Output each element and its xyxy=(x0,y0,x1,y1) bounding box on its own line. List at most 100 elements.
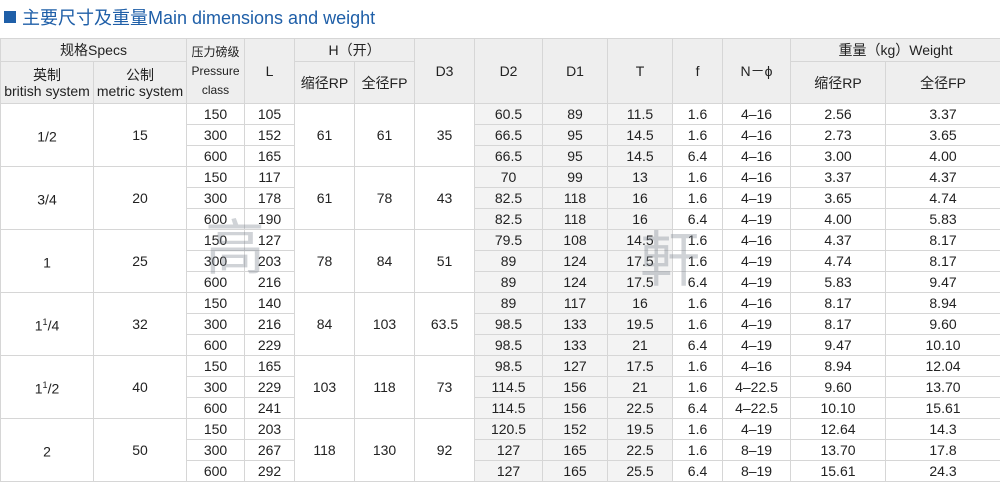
dim-L: 292 xyxy=(244,460,296,482)
dim-N: 4–19 xyxy=(722,187,792,209)
weight-rp: 4.00 xyxy=(790,208,887,230)
dim-T: 19.5 xyxy=(607,313,674,335)
dim-D1: 117 xyxy=(542,292,609,314)
dim-D2: 114.5 xyxy=(474,397,544,419)
dim-T: 22.5 xyxy=(607,397,674,419)
table-row: 3/4 20 150 117 61 78 43 70 99 13 1.6 4–16 3.37 4.37 xyxy=(0,166,1000,230)
weight-fp: 4.74 xyxy=(885,187,1000,209)
dim-f: 6.4 xyxy=(672,145,724,167)
dim-T: 17.5 xyxy=(607,250,674,272)
dim-N: 4–16 xyxy=(722,103,792,125)
table-row: 600 292 127 165 25.5 6.4 8–19 15.61 24.3 xyxy=(1,460,1000,482)
dim-H-rp: 84 xyxy=(294,292,356,356)
section-title-text: 主要尺寸及重量Main dimensions and weight xyxy=(22,8,376,28)
table-row: 2 50 150 203 118 130 92 120.5 152 19.5 1.6 4–19 12.6… xyxy=(0,418,1000,482)
dim-L: 229 xyxy=(244,334,296,356)
weight-fp: 8.17 xyxy=(885,229,1000,251)
dim-D1: 108 xyxy=(542,229,609,251)
dim-N: 4–22.5 xyxy=(722,397,792,419)
dim-T: 11.5 xyxy=(607,103,674,125)
table-row: 1 25 150 127 78 84 51 79.5 108 14.5 1.6 4–16 4.37 8.1… xyxy=(0,229,1000,293)
dim-D2: 98.5 xyxy=(474,313,544,335)
dim-D2: 66.5 xyxy=(474,145,544,167)
header-L: L xyxy=(244,38,296,104)
pressure-class: 150 xyxy=(186,103,246,125)
size-metric: 25 xyxy=(92,229,188,293)
table-row: 600 229 98.5 133 21 6.4 4–19 9.47 10.10 xyxy=(1,334,1000,356)
dim-T: 14.5 xyxy=(607,145,674,167)
dim-D2: 70 xyxy=(474,166,544,188)
weight-fp: 10.10 xyxy=(885,334,1000,356)
dim-T: 21 xyxy=(607,334,674,356)
dim-f: 1.6 xyxy=(672,250,724,272)
weight-fp: 8.94 xyxy=(885,292,1000,314)
header-weight: 重量（kg）Weight xyxy=(790,38,1000,62)
table-row: 300 216 98.5 133 19.5 1.6 4–19 8.17 9.60 xyxy=(1,313,1000,335)
weight-fp: 8.17 xyxy=(885,250,1000,272)
dim-f: 6.4 xyxy=(672,334,724,356)
weight-rp: 13.70 xyxy=(790,439,887,461)
dim-N: 4–22.5 xyxy=(722,376,792,398)
pressure-class: 150 xyxy=(186,166,246,188)
dim-H-rp: 118 xyxy=(294,418,356,482)
dim-L: 165 xyxy=(244,355,296,377)
dim-T: 22.5 xyxy=(607,439,674,461)
table-row: 600 165 66.5 95 14.5 6.4 4–16 3.00 4.00 xyxy=(1,145,1000,167)
dim-D1: 165 xyxy=(542,439,609,461)
size-metric: 32 xyxy=(92,292,188,356)
dim-T: 17.5 xyxy=(607,271,674,293)
dim-H-fp: 84 xyxy=(354,229,416,293)
dim-f: 6.4 xyxy=(672,271,724,293)
dim-L: 216 xyxy=(244,313,296,335)
weight-rp: 12.64 xyxy=(790,418,887,440)
pressure-class: 600 xyxy=(186,334,246,356)
dim-D2: 114.5 xyxy=(474,376,544,398)
dim-T: 25.5 xyxy=(607,460,674,482)
dim-N: 8–19 xyxy=(722,439,792,461)
dim-L: 229 xyxy=(244,376,296,398)
size-metric: 40 xyxy=(92,355,188,419)
dim-T: 14.5 xyxy=(607,229,674,251)
dim-H-fp: 103 xyxy=(354,292,416,356)
dim-N: 4–16 xyxy=(722,124,792,146)
weight-rp: 15.61 xyxy=(790,460,887,482)
pressure-class: 600 xyxy=(186,271,246,293)
weight-rp: 3.37 xyxy=(790,166,887,188)
dim-N: 4–19 xyxy=(722,250,792,272)
weight-rp: 3.00 xyxy=(790,145,887,167)
dim-H-rp: 103 xyxy=(294,355,356,419)
dim-T: 16 xyxy=(607,208,674,230)
dim-L: 267 xyxy=(244,439,296,461)
dim-L: 140 xyxy=(244,292,296,314)
weight-rp: 9.60 xyxy=(790,376,887,398)
weight-rp: 5.83 xyxy=(790,271,887,293)
dim-N: 4–16 xyxy=(722,292,792,314)
dim-D3: 43 xyxy=(414,166,476,230)
size-british: 11/4 xyxy=(0,292,94,356)
size-british: 1/2 xyxy=(0,103,94,167)
dimensions-table: 规格Specs 压力磅级 Pressure class L H（开） D3 D2… xyxy=(0,38,1000,482)
dim-L: 178 xyxy=(244,187,296,209)
header-weight-fp: 全径FP xyxy=(885,61,1000,104)
dim-f: 1.6 xyxy=(672,103,724,125)
dim-f: 1.6 xyxy=(672,376,724,398)
dim-L: 216 xyxy=(244,271,296,293)
dim-D1: 152 xyxy=(542,418,609,440)
dim-f: 6.4 xyxy=(672,397,724,419)
pressure-class: 600 xyxy=(186,208,246,230)
weight-fp: 13.70 xyxy=(885,376,1000,398)
dim-T: 14.5 xyxy=(607,124,674,146)
dim-f: 1.6 xyxy=(672,355,724,377)
dim-f: 1.6 xyxy=(672,418,724,440)
dim-L: 117 xyxy=(244,166,296,188)
pressure-class: 300 xyxy=(186,439,246,461)
dim-f: 1.6 xyxy=(672,439,724,461)
weight-rp: 2.56 xyxy=(790,103,887,125)
dim-D1: 95 xyxy=(542,145,609,167)
dim-D3: 73 xyxy=(414,355,476,419)
dim-D1: 118 xyxy=(542,187,609,209)
weight-rp: 4.37 xyxy=(790,229,887,251)
header-H: H（开） xyxy=(294,38,416,62)
dim-H-rp: 78 xyxy=(294,229,356,293)
pressure-class: 150 xyxy=(186,355,246,377)
